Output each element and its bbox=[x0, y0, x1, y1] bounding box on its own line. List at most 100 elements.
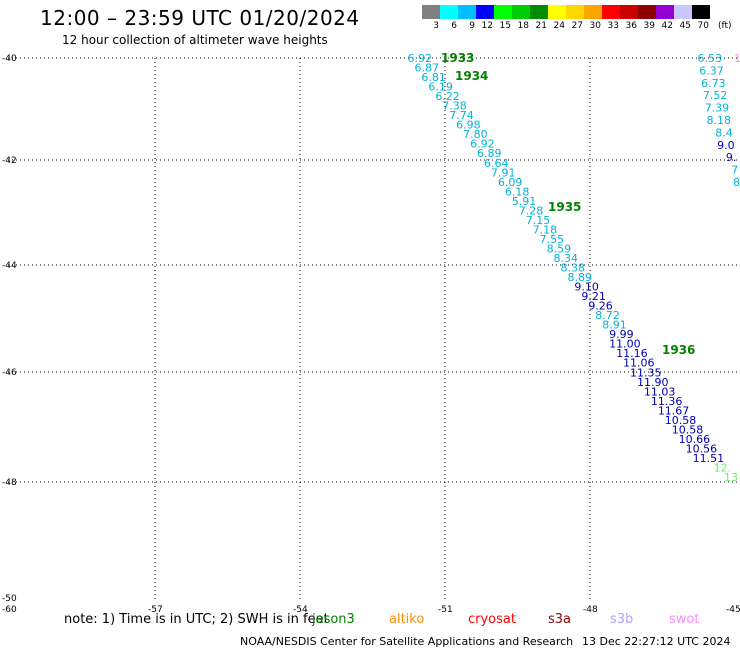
swh-value: 11.90 bbox=[637, 376, 669, 389]
swh-value: 10.56 bbox=[686, 442, 718, 455]
swh-value: 6.73 bbox=[701, 77, 726, 90]
swh-value: 8.38 bbox=[561, 262, 586, 275]
swh-value: 9. bbox=[726, 151, 737, 164]
legend-item: altiko bbox=[389, 612, 425, 627]
legend-item: s3b bbox=[610, 612, 634, 627]
pass-label: 1935 bbox=[548, 200, 581, 214]
swh-value: 7.15 bbox=[526, 214, 551, 227]
swh-value: 9.0 bbox=[717, 139, 735, 152]
swh-value: 7.28 bbox=[519, 204, 544, 217]
pass-label: 1933 bbox=[441, 51, 474, 65]
satellite-legend: jason3 altiko cryosat s3a s3b swot bbox=[0, 612, 740, 630]
scale-swatch bbox=[656, 5, 674, 19]
footer-organization: NOAA/NESDIS Center for Satellite Applica… bbox=[240, 635, 574, 648]
swh-value: 11.03 bbox=[644, 385, 676, 398]
swh-value: 12. bbox=[714, 461, 732, 474]
scale-label: 15 bbox=[499, 21, 511, 31]
lat-label: -42 bbox=[2, 156, 17, 166]
map-subtitle: 12 hour collection of altimeter wave hei… bbox=[62, 33, 328, 47]
swh-value: 7.38 bbox=[442, 100, 467, 113]
swh-value: 6.19 bbox=[428, 81, 453, 94]
color-scale-unit: (ft) bbox=[718, 21, 732, 31]
swh-value: 9.10 bbox=[574, 281, 599, 294]
footer-timestamp: 13 Dec 22:27:12 UTC 2024 bbox=[582, 635, 731, 648]
scale-label: 42 bbox=[661, 21, 673, 31]
scale-label: 45 bbox=[679, 21, 691, 31]
color-scale-bar bbox=[422, 5, 710, 19]
swh-value: 7.55 bbox=[540, 233, 565, 246]
scale-label: 3 bbox=[433, 21, 439, 31]
scale-swatch bbox=[548, 5, 566, 19]
lon-label: -51 bbox=[438, 605, 453, 615]
lon-label: -48 bbox=[583, 605, 598, 615]
swh-value: 6.87 bbox=[414, 62, 439, 75]
color-scale-labels: 3 6 9 12 15 18 21 24 27 30 33 36 39 42 45 70 bbox=[422, 21, 710, 31]
scale-swatch bbox=[530, 5, 548, 19]
legend-item: jason3 bbox=[312, 612, 355, 627]
swh-value: 7.91 bbox=[491, 166, 516, 179]
lat-label: -48 bbox=[2, 478, 17, 488]
scale-swatch bbox=[674, 5, 692, 19]
swh-value: 8.18 bbox=[707, 114, 732, 127]
swh-value: 8.89 bbox=[567, 271, 592, 284]
scale-label: 9 bbox=[469, 21, 475, 31]
scale-label: 24 bbox=[553, 21, 565, 31]
note-text: note: 1) Time is in UTC; 2) SWH is in fe… bbox=[64, 612, 329, 627]
swh-value: 9.21 bbox=[581, 290, 606, 303]
swh-value: 10.58 bbox=[672, 423, 704, 436]
swh-value: 7.80 bbox=[463, 128, 488, 141]
lon-label: -60 bbox=[2, 605, 17, 615]
scale-label: 70 bbox=[697, 21, 709, 31]
swh-value: 8.4 bbox=[715, 126, 733, 139]
lon-label: -54 bbox=[293, 605, 308, 615]
scale-label: 18 bbox=[517, 21, 529, 31]
scale-swatch bbox=[440, 5, 458, 19]
swh-value: 8.72 bbox=[595, 309, 620, 322]
scale-swatch bbox=[638, 5, 656, 19]
lat-label: -50 bbox=[2, 594, 17, 604]
swh-value: 7 bbox=[731, 164, 738, 177]
swh-value: 6.89 bbox=[477, 147, 502, 160]
scale-label: 12 bbox=[481, 21, 493, 31]
swh-value: 13 bbox=[724, 471, 738, 484]
swh-value: 8.59 bbox=[547, 242, 572, 255]
scale-swatch bbox=[566, 5, 584, 19]
swh-value: 8.34 bbox=[554, 252, 579, 265]
swh-value: 1 bbox=[734, 52, 740, 65]
swh-value: 11.36 bbox=[651, 395, 683, 408]
scale-swatch bbox=[602, 5, 620, 19]
scale-label: 6 bbox=[451, 21, 457, 31]
swh-value: 7.39 bbox=[705, 102, 730, 115]
swh-value: 11.16 bbox=[616, 347, 648, 360]
swh-value: 6.53 bbox=[698, 52, 723, 65]
swh-value: 6.22 bbox=[435, 90, 460, 103]
scale-label: 27 bbox=[571, 21, 583, 31]
swh-value: 7.52 bbox=[703, 89, 728, 102]
scale-label: 39 bbox=[643, 21, 655, 31]
pass-label: 1934 bbox=[455, 69, 488, 83]
lon-label: -57 bbox=[148, 605, 163, 615]
swh-value: 5.91 bbox=[512, 195, 537, 208]
swh-value: 6.98 bbox=[456, 119, 481, 132]
swh-value: 6.09 bbox=[498, 176, 523, 189]
swh-value: 9.26 bbox=[588, 300, 613, 313]
swh-value: 11.06 bbox=[623, 357, 655, 370]
scale-swatch bbox=[476, 5, 494, 19]
swh-value: 11.35 bbox=[630, 366, 662, 379]
swh-value: 9.99 bbox=[609, 328, 634, 341]
swh-value: 6.92 bbox=[470, 138, 495, 151]
lat-label: -40 bbox=[2, 54, 17, 64]
swh-value: 11.51 bbox=[693, 452, 725, 465]
scale-label: 36 bbox=[625, 21, 637, 31]
scale-label: 30 bbox=[589, 21, 601, 31]
scale-swatch bbox=[494, 5, 512, 19]
scale-swatch bbox=[458, 5, 476, 19]
swh-value: 11.00 bbox=[609, 338, 641, 351]
swh-value: 6.92 bbox=[408, 52, 433, 65]
scale-swatch bbox=[422, 5, 440, 19]
swh-value: 7.18 bbox=[533, 223, 558, 236]
lat-label: -44 bbox=[2, 261, 17, 271]
lat-label: -46 bbox=[2, 368, 17, 378]
legend-item: swot bbox=[669, 612, 700, 627]
